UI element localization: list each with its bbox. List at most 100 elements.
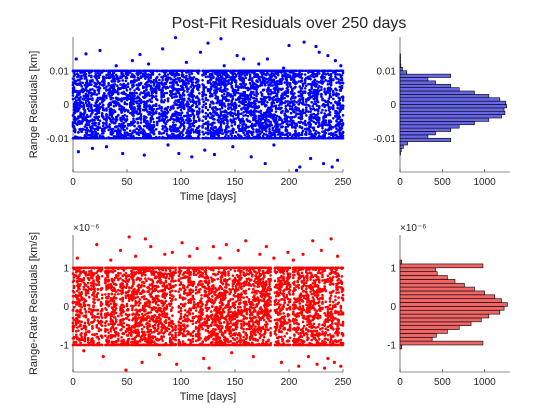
data-point — [94, 132, 97, 136]
data-point — [86, 115, 90, 119]
data-point — [341, 81, 345, 85]
data-point — [125, 118, 129, 121]
data-point — [118, 98, 121, 101]
data-point — [123, 129, 127, 132]
outlier-point — [114, 64, 118, 68]
data-point — [329, 120, 333, 124]
data-point — [139, 112, 143, 116]
data-point — [201, 110, 204, 113]
data-point — [269, 88, 272, 92]
data-point — [294, 96, 297, 99]
data-point — [76, 75, 79, 79]
data-point — [324, 109, 328, 112]
data-point — [201, 119, 204, 123]
data-point — [262, 132, 266, 136]
data-point — [109, 270, 113, 273]
data-point — [181, 118, 185, 122]
outlier-point — [161, 47, 165, 51]
data-point — [126, 110, 130, 113]
data-point — [104, 334, 107, 338]
data-point — [98, 81, 102, 85]
data-point — [80, 112, 83, 116]
data-point — [281, 109, 284, 113]
data-point — [124, 84, 128, 87]
data-point — [80, 105, 83, 108]
data-point — [103, 79, 106, 82]
data-point — [125, 76, 129, 80]
data-point — [96, 96, 100, 100]
data-point — [194, 120, 198, 123]
data-point — [97, 327, 101, 330]
data-point — [98, 106, 102, 109]
data-point — [265, 129, 268, 133]
data-point — [126, 136, 130, 140]
data-point — [118, 79, 121, 83]
data-point — [71, 94, 75, 97]
data-point — [341, 99, 345, 102]
x-tick-label: 100 — [173, 377, 190, 388]
data-point — [301, 101, 305, 105]
data-point — [97, 115, 101, 119]
x-tick-label: 250 — [335, 177, 352, 188]
data-point — [73, 127, 77, 131]
data-point — [242, 79, 245, 83]
data-point — [121, 123, 124, 127]
data-point — [309, 130, 312, 133]
data-point — [93, 118, 96, 122]
data-point — [283, 96, 286, 100]
outlier-point — [222, 64, 226, 68]
data-point — [281, 94, 284, 98]
data-point — [84, 92, 88, 96]
data-point — [152, 84, 156, 87]
data-point — [255, 90, 258, 93]
outlier-point — [321, 161, 326, 166]
data-point — [160, 106, 163, 110]
data-point — [132, 114, 135, 118]
data-point — [327, 100, 331, 104]
data-point — [109, 101, 113, 105]
data-point — [317, 118, 321, 122]
data-point — [191, 128, 195, 131]
data-point — [254, 102, 257, 105]
x-tick-label: 200 — [281, 377, 298, 388]
data-point — [293, 92, 296, 95]
data-point — [85, 89, 89, 93]
data-point — [98, 134, 102, 137]
data-point — [109, 96, 113, 99]
data-point — [281, 87, 284, 91]
data-point — [87, 123, 91, 127]
data-point — [340, 78, 344, 81]
data-point — [105, 114, 108, 118]
data-point — [180, 111, 184, 114]
data-point — [112, 90, 116, 94]
data-point — [276, 73, 280, 77]
data-point — [331, 104, 335, 107]
data-point — [133, 75, 136, 79]
data-point — [133, 120, 136, 124]
data-point — [123, 102, 127, 106]
data-point — [71, 97, 75, 101]
data-point — [191, 104, 195, 107]
data-point — [80, 74, 83, 78]
data-point — [304, 133, 308, 136]
data-point — [150, 100, 154, 103]
data-point — [103, 108, 106, 112]
data-point — [152, 125, 156, 129]
data-point — [310, 119, 313, 122]
data-point — [101, 124, 105, 128]
data-point — [238, 112, 241, 116]
data-point — [309, 77, 312, 81]
data-point — [303, 73, 307, 76]
data-point — [234, 130, 238, 134]
data-point — [312, 126, 316, 130]
data-point — [72, 284, 76, 288]
data-point — [175, 95, 178, 98]
data-point — [87, 295, 91, 299]
data-point — [179, 108, 183, 112]
data-point — [107, 283, 110, 286]
outlier-point — [309, 156, 313, 161]
data-point — [182, 125, 186, 128]
data-point — [111, 127, 115, 131]
data-point — [152, 112, 156, 115]
data-point — [86, 97, 90, 100]
